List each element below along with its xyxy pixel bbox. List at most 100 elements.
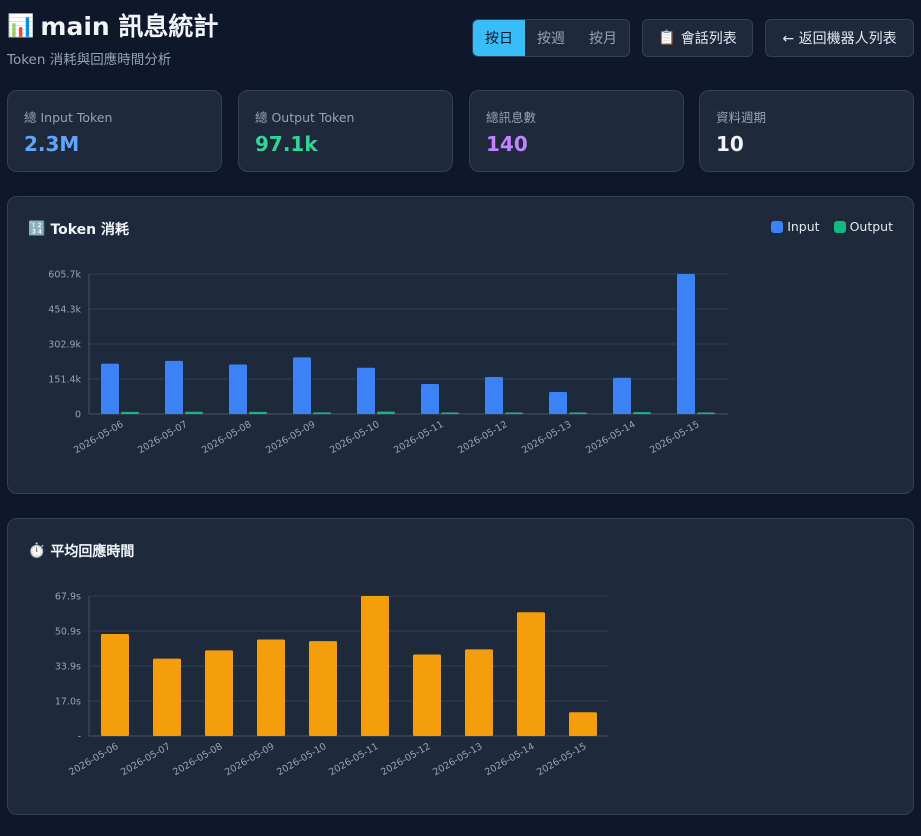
output-bar bbox=[185, 411, 203, 414]
x-tick-label: 2026-05-13 bbox=[431, 741, 484, 778]
numbers-icon: 🔢 bbox=[28, 221, 46, 237]
token-chart-legend: Input Output bbox=[771, 219, 893, 234]
response-chart-title: ⏱️ 平均回應時間 bbox=[28, 541, 134, 561]
response-time-panel: ⏱️ 平均回應時間 - 17.0s 33.9s 50.9s 67.9s 2026-05-0… bbox=[7, 518, 914, 815]
response-bar bbox=[517, 612, 545, 736]
response-bar bbox=[205, 650, 233, 736]
output-bar bbox=[121, 411, 139, 414]
x-tick-label: 2026-05-14 bbox=[584, 419, 637, 456]
response-bar bbox=[257, 639, 285, 736]
x-tick-label: 2026-05-10 bbox=[328, 419, 381, 456]
period-option-day[interactable]: 按日 bbox=[473, 20, 525, 56]
back-to-bots-button[interactable]: ← 返回機器人列表 bbox=[765, 19, 914, 57]
x-tick-label: 2026-05-10 bbox=[275, 741, 328, 778]
output-bar bbox=[249, 411, 267, 414]
stat-value: 10 bbox=[716, 132, 744, 156]
page-subtitle: Token 消耗與回應時間分析 bbox=[7, 52, 172, 68]
x-tick-label: 2026-05-07 bbox=[136, 419, 189, 456]
y-tick-label: 605.7k bbox=[48, 270, 81, 281]
legend-item-input[interactable]: Input bbox=[771, 219, 820, 234]
response-bar bbox=[569, 712, 597, 736]
clipboard-icon: 📋 bbox=[658, 30, 676, 46]
y-tick-label: 302.9k bbox=[48, 340, 81, 351]
page-title: 📊 main 訊息統計 bbox=[7, 10, 218, 44]
input-bar bbox=[165, 360, 183, 414]
period-toggle: 按日 按週 按月 bbox=[472, 19, 630, 57]
output-bar bbox=[697, 412, 715, 414]
y-tick-label: 33.9s bbox=[55, 662, 81, 673]
response-bar bbox=[413, 654, 441, 736]
input-bar bbox=[485, 377, 503, 414]
stat-card-output-tokens: 總 Output Token 97.1k bbox=[238, 90, 453, 172]
conversation-list-button[interactable]: 📋 會話列表 bbox=[642, 19, 753, 57]
stat-value: 140 bbox=[486, 132, 528, 156]
y-tick-label: 0 bbox=[75, 410, 81, 421]
x-tick-label: 2026-05-09 bbox=[264, 419, 317, 456]
stat-card-data-periods: 資料週期 10 bbox=[699, 90, 914, 172]
y-tick-label: 17.0s bbox=[55, 697, 81, 708]
input-bar bbox=[421, 383, 439, 414]
input-bar bbox=[101, 363, 119, 414]
x-tick-label: 2026-05-07 bbox=[119, 741, 172, 778]
x-tick-label: 2026-05-15 bbox=[535, 741, 588, 778]
stat-label: 資料週期 bbox=[716, 110, 767, 125]
response-bar bbox=[309, 641, 337, 736]
x-tick-label: 2026-05-06 bbox=[67, 741, 120, 778]
legend-item-output[interactable]: Output bbox=[833, 219, 893, 234]
response-time-chart: -17.0s33.9s50.9s67.9s2026-05-062026-05-0… bbox=[55, 592, 608, 778]
x-tick-label: 2026-05-08 bbox=[200, 419, 253, 456]
response-bar bbox=[361, 596, 389, 736]
y-tick-label: 454.3k bbox=[48, 305, 81, 316]
y-tick-label: 50.9s bbox=[55, 627, 81, 638]
stat-label: 總訊息數 bbox=[486, 110, 537, 125]
stat-label: 總 Input Token bbox=[24, 110, 113, 125]
output-bar bbox=[313, 412, 331, 414]
response-bar bbox=[153, 658, 181, 736]
input-bar bbox=[549, 392, 567, 414]
x-tick-label: 2026-05-11 bbox=[392, 419, 445, 456]
y-tick-label: 67.9s bbox=[55, 592, 81, 603]
input-bar bbox=[293, 357, 311, 414]
y-tick-label: - bbox=[78, 732, 81, 743]
x-tick-label: 2026-05-12 bbox=[456, 419, 509, 456]
token-chart-title: 🔢 Token 消耗 bbox=[28, 219, 129, 239]
period-option-month[interactable]: 按月 bbox=[589, 31, 617, 47]
stat-label: 總 Output Token bbox=[255, 110, 355, 125]
stat-card-input-tokens: 總 Input Token 2.3M bbox=[7, 90, 222, 172]
legend-swatch-output bbox=[833, 220, 846, 233]
token-usage-chart: 0 151.4k 302.9k 454.3k 605.7k 2026-05-06 2026-… bbox=[48, 270, 728, 456]
x-tick-label: 2026-05-13 bbox=[520, 419, 573, 456]
x-tick-label: 2026-05-12 bbox=[379, 741, 432, 778]
x-tick-label: 2026-05-08 bbox=[171, 741, 224, 778]
stopwatch-icon: ⏱️ bbox=[28, 543, 46, 559]
output-bar bbox=[569, 412, 587, 414]
input-bar bbox=[677, 274, 695, 414]
response-bar bbox=[101, 633, 129, 736]
output-bar bbox=[441, 412, 459, 414]
y-tick-label: 151.4k bbox=[48, 375, 81, 386]
conversation-list-label: 會話列表 bbox=[680, 31, 737, 47]
x-tick-label: 2026-05-14 bbox=[483, 741, 536, 778]
input-bar bbox=[613, 377, 631, 414]
legend-swatch-input bbox=[771, 220, 784, 233]
response-bar bbox=[465, 649, 493, 736]
page-header: 📊 main 訊息統計 Token 消耗與回應時間分析 bbox=[7, 10, 218, 68]
input-bar bbox=[229, 364, 247, 414]
legend-label-input: Input bbox=[787, 219, 820, 234]
stat-value: 2.3M bbox=[24, 132, 80, 156]
output-bar bbox=[505, 412, 523, 414]
response-chart-title-text: 平均回應時間 bbox=[50, 544, 135, 560]
legend-label-output: Output bbox=[849, 219, 893, 234]
x-tick-label: 2026-05-09 bbox=[223, 741, 276, 778]
token-usage-panel: 🔢 Token 消耗 Input Output 0 151.4k 302.9k 454… bbox=[7, 196, 914, 494]
x-tick-label: 2026-05-11 bbox=[327, 741, 380, 778]
period-option-week[interactable]: 按週 bbox=[537, 31, 565, 47]
token-chart-title-text: Token 消耗 bbox=[50, 222, 130, 238]
back-to-bots-label: ← 返回機器人列表 bbox=[782, 31, 897, 47]
stat-card-message-count: 總訊息數 140 bbox=[469, 90, 684, 172]
page-title-text: main 訊息統計 bbox=[40, 12, 219, 41]
stat-value: 97.1k bbox=[255, 132, 318, 156]
output-bar bbox=[377, 411, 395, 414]
x-tick-label: 2026-05-06 bbox=[72, 419, 125, 456]
